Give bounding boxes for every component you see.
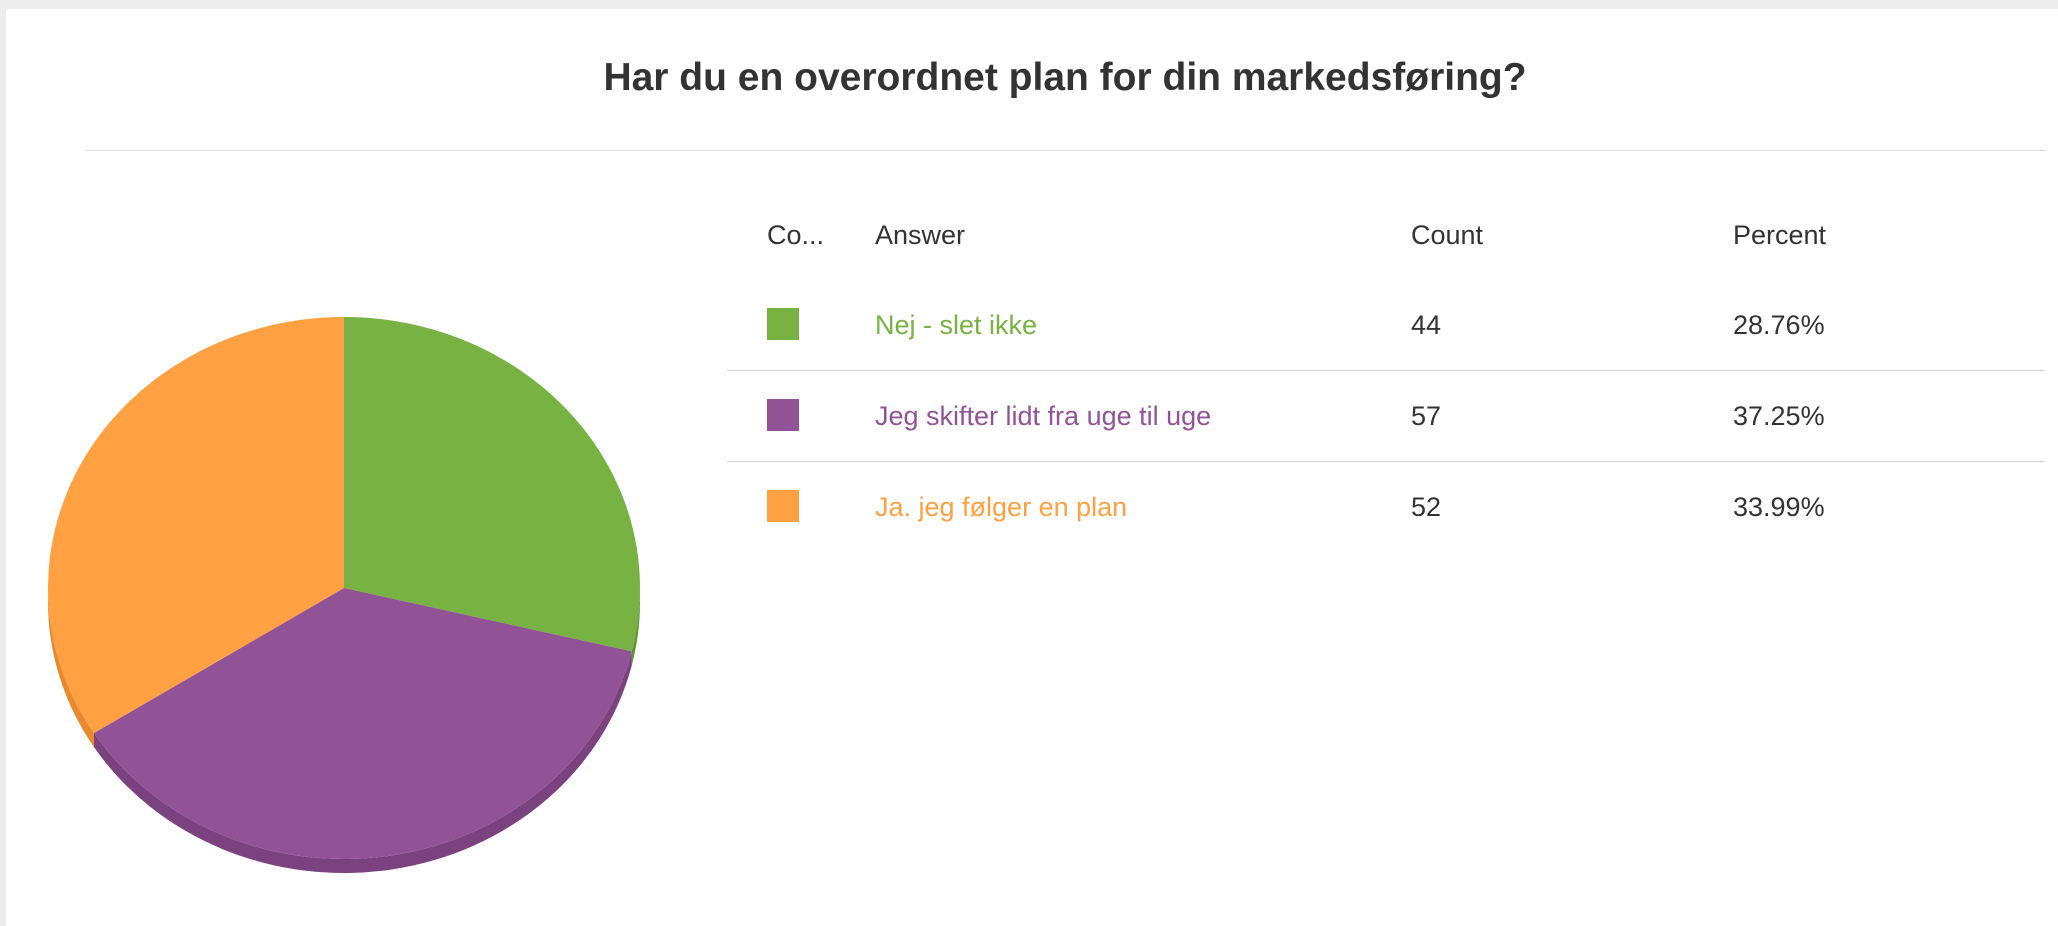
- pie-slice-side: [48, 588, 94, 748]
- answer-percent: 28.76%: [1733, 310, 1825, 340]
- header-answer: Answer: [875, 220, 966, 250]
- pie-slice[interactable]: [47, 317, 344, 734]
- answer-percent: 37.25%: [1733, 401, 1825, 431]
- table-row: Jeg skifter lidt fra uge til uge 57 37.2…: [727, 371, 2045, 462]
- top-border: [0, 0, 2058, 9]
- pie-slice[interactable]: [344, 317, 641, 652]
- answer-label: Ja. jeg følger en plan: [875, 492, 1128, 522]
- answer-count: 52: [1411, 492, 1442, 522]
- pie-slice-side: [631, 588, 640, 666]
- results-table: Co... Answer Count Percent Nej - slet ik…: [727, 190, 2045, 552]
- answer-count: 44: [1411, 310, 1442, 340]
- legend-swatch: [767, 490, 799, 522]
- header-percent: Percent: [1733, 220, 1827, 250]
- table-header-row: Co... Answer Count Percent: [727, 190, 2045, 280]
- table-row: Nej - slet ikke 44 28.76%: [727, 280, 2045, 371]
- header-count: Count: [1411, 220, 1484, 250]
- left-border: [0, 0, 6, 926]
- table-row: Ja. jeg følger en plan 52 33.99%: [727, 462, 2045, 552]
- pie-chart: [47, 317, 641, 873]
- title-divider: [86, 150, 2046, 151]
- legend-swatch: [767, 399, 799, 431]
- legend-swatch: [767, 308, 799, 340]
- header-color: Co...: [767, 220, 825, 250]
- pie-slice[interactable]: [93, 588, 632, 860]
- answer-label: Nej - slet ikke: [875, 310, 1038, 340]
- answer-percent: 33.99%: [1733, 492, 1825, 522]
- answer-count: 57: [1411, 401, 1442, 431]
- answer-label: Jeg skifter lidt fra uge til uge: [875, 401, 1212, 431]
- chart-title: Har du en overordnet plan for din marked…: [603, 56, 1527, 99]
